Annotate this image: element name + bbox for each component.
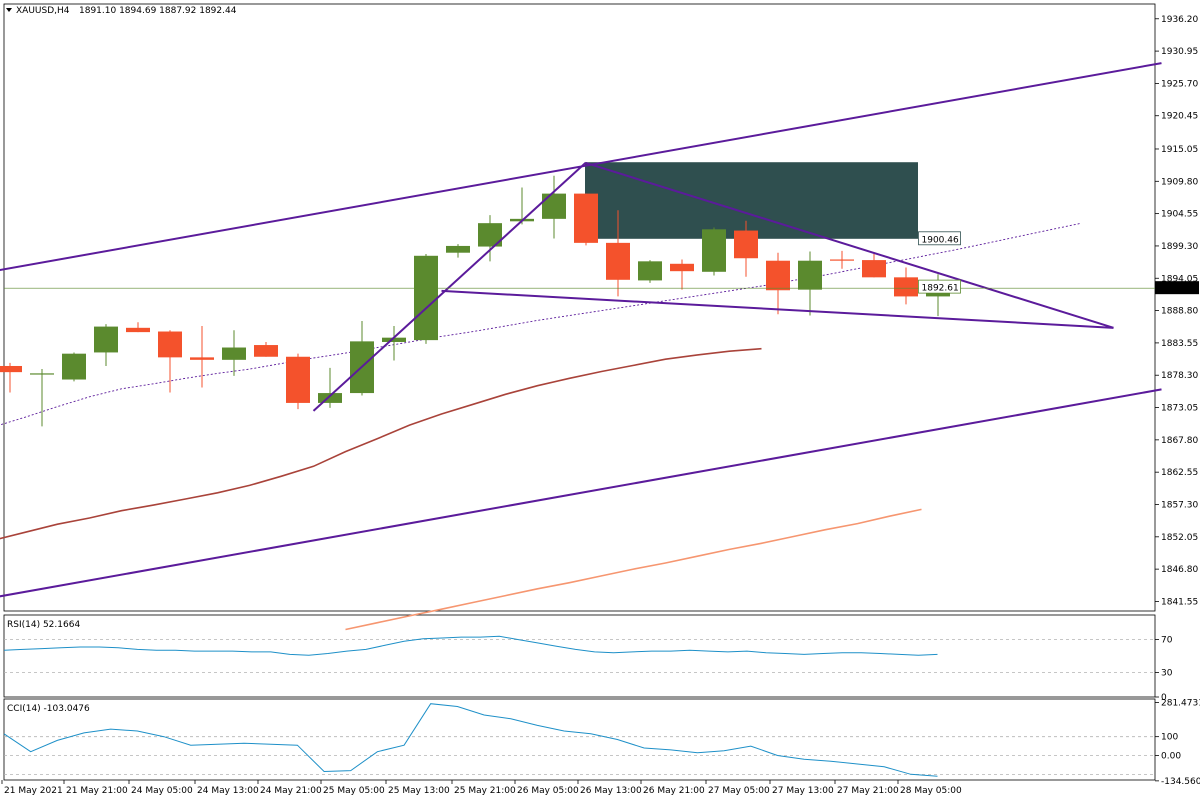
y-tick-label: 1909.80: [1161, 177, 1198, 187]
ma-long-line: [345, 508, 922, 631]
candle-body: [542, 193, 566, 219]
y-tick-label: 1894.05: [1161, 274, 1198, 284]
candle-body: [286, 356, 310, 403]
price-tag-label: 1892.61: [922, 284, 959, 294]
ma-fast-line: [0, 222, 1082, 426]
candle-body: [382, 337, 406, 342]
y-tick-label: 1878.30: [1161, 371, 1198, 381]
candle-body: [0, 365, 22, 373]
ohlc-readout: 1891.10 1894.69 1887.92 1892.44: [79, 6, 237, 16]
candle-body: [254, 345, 278, 357]
candle-body: [126, 327, 150, 333]
candle-body: [446, 245, 470, 253]
candle-body: [702, 229, 726, 272]
price-tag-box: [918, 279, 961, 294]
trendline: [312, 162, 587, 412]
symbol-label: XAUUSD,H4: [16, 6, 70, 16]
x-tick-label: 25 May 13:00: [388, 786, 450, 796]
x-tick-label: 21 May 21:00: [66, 786, 128, 796]
y-tick-label: 281.4731: [1161, 698, 1200, 708]
trendline: [0, 388, 1162, 598]
y-tick-label: 1883.55: [1161, 339, 1198, 349]
y-tick-label: 100: [1161, 733, 1178, 743]
x-tick-label: 27 May 13:00: [772, 786, 834, 796]
cci-panel-frame: [3, 698, 1156, 781]
trendline: [0, 62, 1162, 272]
y-tick-label: 1920.45: [1161, 112, 1198, 122]
candle-body: [414, 255, 438, 341]
current-price-box: [1155, 281, 1199, 295]
candle-body: [638, 261, 662, 281]
candle-body: [30, 373, 54, 375]
price-tag-box: [918, 231, 961, 246]
indicator-line: [3, 703, 938, 777]
y-tick-label: 1904.55: [1161, 210, 1198, 220]
y-tick-label: 1862.55: [1161, 468, 1198, 478]
candle-body: [574, 193, 598, 243]
candle-body: [94, 326, 118, 353]
candle-body: [318, 393, 342, 403]
y-tick-label: 1852.05: [1161, 533, 1198, 543]
y-tick-label: -134.5604: [1161, 777, 1200, 787]
candle-body: [734, 230, 758, 259]
candle-body: [190, 357, 214, 360]
candle-body: [830, 259, 854, 261]
price-tag-label: 1900.46: [922, 235, 959, 245]
x-tick-label: 24 May 05:00: [131, 786, 193, 796]
candle-body: [158, 331, 182, 358]
candle-body: [222, 347, 246, 360]
candle-body: [606, 242, 630, 280]
y-tick-label: 30: [1161, 668, 1173, 678]
candle-body: [670, 263, 694, 272]
y-tick-label: 0.00: [1161, 752, 1181, 762]
y-tick-label: 1936.20: [1161, 15, 1198, 25]
y-tick-label: 1925.70: [1161, 79, 1198, 89]
x-tick-label: 26 May 21:00: [643, 786, 705, 796]
indicator-title: CCI(14) -103.0476: [7, 704, 90, 714]
y-tick-label: 1846.80: [1161, 565, 1198, 575]
candle-body: [766, 260, 790, 291]
candle-body: [62, 353, 86, 380]
y-tick-label: 1867.80: [1161, 436, 1198, 446]
x-tick-label: 27 May 05:00: [708, 786, 770, 796]
trendline: [585, 161, 1114, 329]
candle-body: [862, 260, 886, 278]
candle-body: [478, 223, 502, 247]
y-tick-label: 1841.55: [1161, 597, 1198, 607]
x-tick-label: 25 May 05:00: [323, 786, 385, 796]
x-tick-label: 27 May 21:00: [837, 786, 899, 796]
x-tick-label: 25 May 21:00: [454, 786, 516, 796]
y-tick-label: 70: [1161, 636, 1173, 646]
y-tick-label: 1873.05: [1161, 404, 1198, 414]
y-tick-label: 1899.30: [1161, 242, 1198, 252]
candle-body: [798, 260, 822, 290]
main-panel-frame: [3, 3, 1156, 612]
trendline: [441, 289, 1114, 329]
chevron-down-icon[interactable]: [6, 8, 12, 12]
y-tick-label: 1930.95: [1161, 47, 1198, 57]
indicator-line: [3, 635, 938, 656]
y-tick-label: 1857.30: [1161, 500, 1198, 510]
current-price-label: 1892.44: [1159, 285, 1196, 295]
y-tick-label: 1915.05: [1161, 145, 1198, 155]
x-tick-label: 26 May 05:00: [517, 786, 579, 796]
indicator-title: RSI(14) 52.1664: [7, 620, 80, 630]
y-tick-label: 1888.80: [1161, 307, 1198, 317]
y-tick-label: 0: [1161, 693, 1167, 703]
x-tick-label: 24 May 21:00: [260, 786, 322, 796]
rsi-panel-frame: [3, 614, 1156, 698]
x-tick-label: 24 May 13:00: [197, 786, 259, 796]
ma-slow-line: [0, 347, 762, 540]
candle-body: [894, 277, 918, 297]
x-tick-label: 28 May 05:00: [900, 786, 962, 796]
supply-zone-rect: [585, 162, 918, 239]
x-tick-label: 21 May 2021: [4, 786, 63, 796]
x-tick-label: 26 May 13:00: [580, 786, 642, 796]
